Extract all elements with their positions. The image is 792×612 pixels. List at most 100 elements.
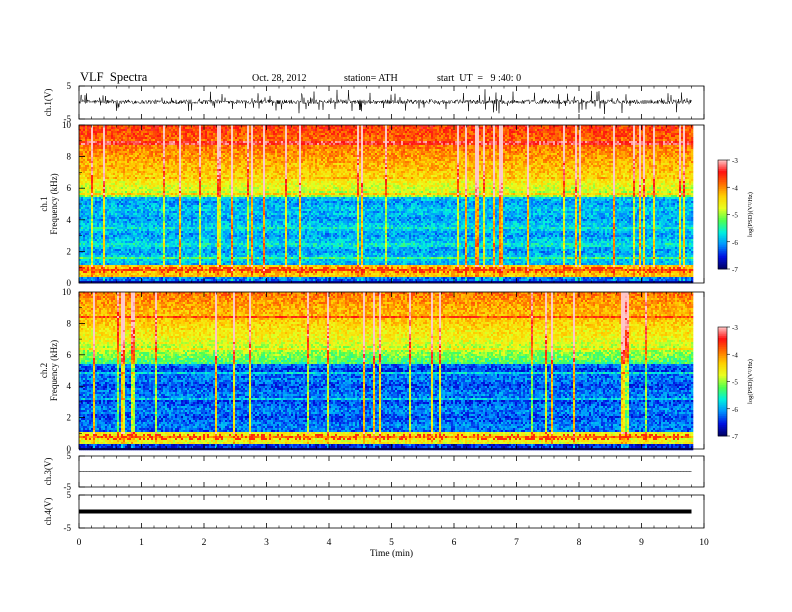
- ch1-spectrogram-cell: [149, 215, 151, 217]
- ch1-spectrogram-cell: [127, 165, 129, 167]
- ch1-spectrogram-cell: [121, 239, 123, 241]
- ch1-spectrogram-cell: [107, 243, 109, 245]
- ch1-spectrogram-cell: [95, 147, 97, 149]
- ch1-spectrogram-cell: [165, 179, 167, 181]
- ch1-spectrogram-cell: [159, 237, 161, 239]
- ch1-spectrogram-cell: [125, 249, 127, 251]
- ch1-spectrogram-cell: [101, 165, 103, 167]
- ch1-spectrogram-cell: [127, 241, 129, 243]
- ch1-spectrogram-cell: [91, 263, 93, 265]
- ch1-spectrogram-cell: [149, 135, 151, 137]
- ch1-spectrogram-cell: [159, 173, 161, 175]
- ch1-spectrogram-cell: [137, 149, 139, 151]
- ch1-spectrogram-cell: [117, 265, 119, 267]
- ch1-spectrogram-cell: [173, 171, 175, 173]
- ch1-spectrogram-cell: [191, 211, 193, 213]
- ch1-spectrogram-cell: [147, 209, 149, 211]
- ch1-spectrogram-cell: [133, 135, 135, 137]
- ch1-spectrogram-cell: [119, 195, 121, 197]
- ch1-spectrogram-cell: [175, 191, 177, 193]
- ch1-spectrogram-cell: [145, 149, 147, 151]
- ch1-spectrogram-cell: [145, 275, 147, 277]
- ch1-spectrogram-cell: [93, 227, 95, 229]
- ch1-spectrogram-cell: [127, 147, 129, 149]
- ch1-spectrogram-cell: [89, 129, 91, 131]
- ch1-spectrogram-cell: [173, 145, 175, 147]
- ch1-spectrogram-cell: [127, 269, 129, 271]
- ch1-spectrogram-cell: [197, 231, 199, 233]
- ch1-spectrogram-cell: [97, 169, 99, 171]
- ch1-spectrogram-cell: [83, 245, 85, 247]
- ch1-spectrogram-cell: [125, 185, 127, 187]
- ch1-spectrogram-cell: [97, 161, 99, 163]
- ch1-spectrogram-cell: [81, 181, 83, 183]
- ch1-spectrogram-cell: [167, 159, 169, 161]
- ch1-spectrogram-cell: [161, 279, 163, 281]
- ch1-spectrogram-cell: [119, 223, 121, 225]
- ch1-spectrogram-cell: [191, 157, 193, 159]
- ch1-spectrogram-cell: [109, 177, 111, 179]
- ch1-spectrogram-cell: [133, 245, 135, 247]
- ch1-spectrogram-cell: [149, 193, 151, 195]
- ch1-spectrogram-cell: [185, 229, 187, 231]
- ch1-spectrogram-cell: [107, 139, 109, 141]
- ch1-spectrogram-cell: [193, 263, 195, 265]
- ch1-spectrogram-cell: [165, 219, 167, 221]
- ch1-spectrogram-cell: [83, 259, 85, 261]
- ch1-spectrogram-cell: [115, 215, 117, 217]
- ch1-spectrogram-cell: [143, 211, 145, 213]
- ch1-spectrogram-cell: [103, 183, 105, 185]
- ch1-spectrogram-cell: [163, 255, 165, 257]
- ch1-spectrogram-cell: [113, 153, 115, 155]
- ch1-spectrogram-cell: [131, 141, 133, 143]
- ch1-spectrogram-cell: [199, 131, 201, 133]
- ch1-spectrogram-cell: [123, 151, 125, 153]
- ch1-spectrogram-cell: [125, 231, 127, 233]
- ch1-spectrogram-cell: [151, 149, 153, 151]
- ch1-spectrogram-cell: [135, 275, 137, 277]
- ch1-spectrogram-cell: [107, 251, 109, 253]
- ch1-spectrogram-cell: [87, 165, 89, 167]
- ch1-spectrogram-cell: [163, 141, 165, 143]
- ch1-spectrogram-cell: [133, 239, 135, 241]
- ch1-spectrogram-cell: [121, 231, 123, 233]
- ch1-spectrogram-cell: [177, 131, 179, 133]
- ch1-spectrogram-cell: [123, 209, 125, 211]
- ch1-spectrogram-cell: [165, 279, 167, 281]
- ch1-spectrogram-cell: [81, 259, 83, 261]
- ch1-spectrogram-cell: [181, 241, 183, 243]
- ch1-spectrogram-cell: [127, 153, 129, 155]
- ch1-spectrogram-cell: [195, 245, 197, 247]
- ch1-spectrogram-cell: [121, 163, 123, 165]
- ch1-spectrogram-cell: [165, 253, 167, 255]
- ch1-spectrogram-cell: [149, 221, 151, 223]
- ch1-spectrogram-cell: [199, 191, 201, 193]
- ch1-spectrogram-cell: [145, 165, 147, 167]
- ch1-spectrogram-cell: [83, 253, 85, 255]
- ch1-spectrogram-cell: [113, 251, 115, 253]
- ch1-spectrogram-cell: [143, 241, 145, 243]
- ch1-spectrogram-cell: [85, 167, 87, 169]
- ch1-spectrogram-cell: [101, 185, 103, 187]
- ch1-spectrogram-cell: [83, 199, 85, 201]
- ch1-spectrogram-cell: [119, 151, 121, 153]
- ch1-spectrogram-cell: [161, 223, 163, 225]
- ch1-spectrogram-cell: [159, 269, 161, 271]
- ch1-spectrogram-cell: [197, 167, 199, 169]
- ch1-spectrogram-cell: [87, 221, 89, 223]
- ch1-spectrogram-cell: [181, 273, 183, 275]
- ch1-spectrogram-cell: [107, 161, 109, 163]
- ch1-spectrogram-cell: [93, 163, 95, 165]
- ch1-spectrogram-cell: [139, 261, 141, 263]
- ch1-spectrogram-cell: [117, 237, 119, 239]
- ch1-spectrogram-cell: [159, 255, 161, 257]
- ch1-spectrogram-cell: [141, 265, 143, 267]
- ch1-spectrogram-cell: [159, 155, 161, 157]
- ch1-spectrogram-cell: [93, 149, 95, 151]
- ch1-spectrogram-cell: [143, 221, 145, 223]
- ch1-spectrogram-cell: [127, 273, 129, 275]
- ch1-spectrogram-cell: [135, 243, 137, 245]
- ch1-spectrogram-cell: [151, 147, 153, 149]
- ch1-spectrogram-cell: [125, 269, 127, 271]
- ch1-spectrogram-cell: [153, 235, 155, 237]
